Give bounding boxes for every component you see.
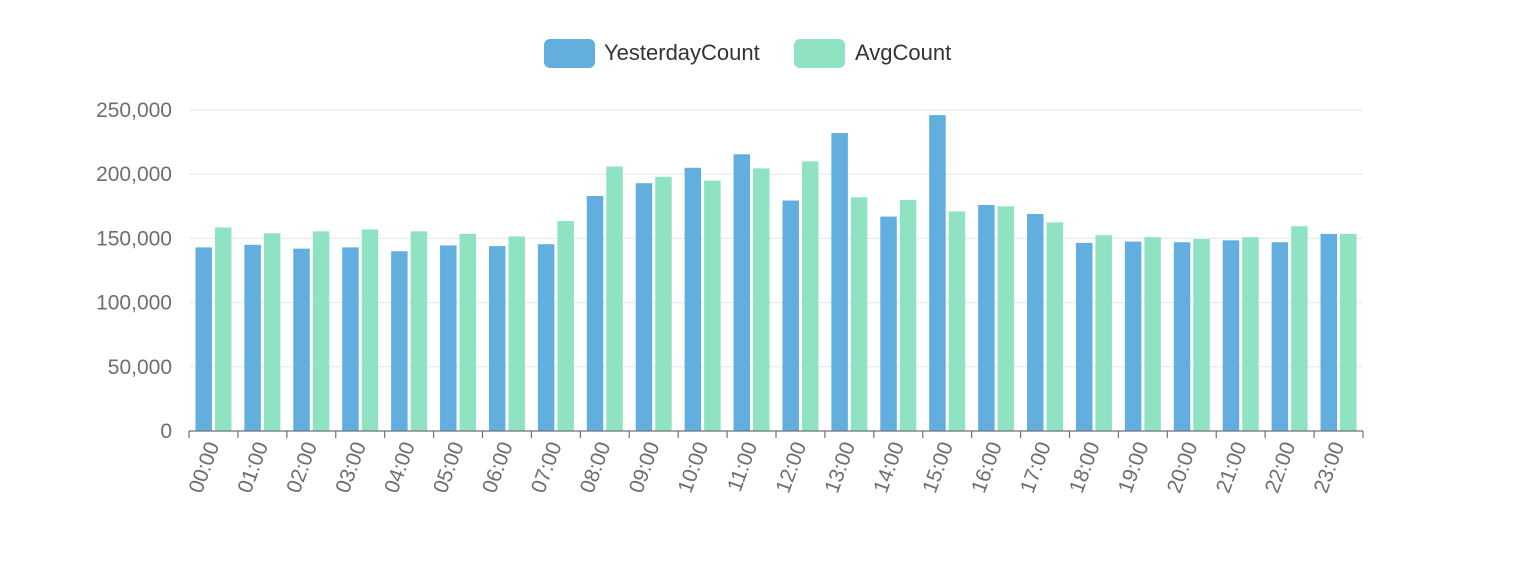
bar-yesterdaycount-0700[interactable] [537,244,555,431]
bar-avgcount-0000[interactable] [214,227,232,431]
bar-avgcount-1900[interactable] [1144,237,1161,431]
bar-avgcount-0300[interactable] [361,229,379,431]
bar-avgcount-0600[interactable] [508,236,525,431]
bar-yesterdaycount-2000[interactable] [1173,242,1191,431]
legend-item-avgcount[interactable]: AvgCount [794,39,951,68]
legend-label: AvgCount [855,40,951,65]
bar-avgcount-2300[interactable] [1340,233,1357,431]
x-tick-label: 17:00 [1016,439,1056,496]
bar-yesterdaycount-0300[interactable] [342,247,359,431]
bar-yesterdaycount-1800[interactable] [1075,242,1093,431]
bar-yesterdaycount-1100[interactable] [733,154,751,431]
bar-avgcount-2200[interactable] [1291,226,1308,431]
y-tick-label: 100,000 [96,292,172,315]
x-tick-label: 07:00 [527,439,567,496]
bar-yesterdaycount-0900[interactable] [635,183,653,431]
legend-swatch [544,39,595,68]
bar-avgcount-1700[interactable] [1046,222,1064,431]
x-tick-label: 14:00 [869,439,909,496]
bar-yesterdaycount-0200[interactable] [293,248,310,431]
x-tick-label: 18:00 [1065,439,1105,496]
axes: 0 50,000 100,000 150,000 200,000 250,000 00:00… [96,99,1364,496]
bar-yesterdaycount-2300[interactable] [1320,233,1338,431]
bar-avgcount-0200[interactable] [312,231,330,431]
bar-yesterdaycount-0000[interactable] [195,247,212,431]
bar-yesterdaycount-1400[interactable] [880,216,897,431]
bar-yesterdaycount-1500[interactable] [929,115,946,432]
bar-avgcount-1800[interactable] [1095,235,1112,431]
bar-yesterdaycount-1300[interactable] [831,133,848,431]
x-tick-label: 13:00 [820,439,860,496]
y-tick-label: 0 [160,420,172,443]
x-tick-label: 12:00 [772,439,812,496]
x-tick-label: 21:00 [1212,439,1252,496]
bar-avgcount-1300[interactable] [850,197,868,431]
bar-yesterdaycount-0800[interactable] [586,196,604,431]
bar-avgcount-2100[interactable] [1242,237,1259,431]
x-tick-label: 20:00 [1163,439,1203,496]
legend-label: YesterdayCount [604,40,760,65]
y-tick-label: 200,000 [96,163,172,186]
x-tick-label: 06:00 [478,439,518,496]
x-tick-label: 22:00 [1261,439,1301,496]
bar-yesterdaycount-1600[interactable] [978,205,995,431]
bar-yesterdaycount-0500[interactable] [440,245,457,431]
x-tick-label: 11:00 [723,439,762,495]
x-tick-label: 00:00 [185,439,225,496]
bar-avgcount-1100[interactable] [753,168,770,431]
bar-avgcount-0900[interactable] [655,176,672,431]
y-tick-label: 250,000 [96,99,172,122]
bar-avgcount-1000[interactable] [704,180,721,431]
x-tick-label: 02:00 [282,439,322,496]
legend-item-yesterdaycount[interactable]: YesterdayCount [544,39,760,68]
x-tick-label: 03:00 [331,439,371,496]
bar-avgcount-2000[interactable] [1193,239,1210,431]
y-tick-label: 50,000 [108,356,172,379]
bar-yesterdaycount-2100[interactable] [1222,240,1240,431]
bar-yesterdaycount-0600[interactable] [488,246,506,431]
bar-yesterdaycount-1900[interactable] [1124,241,1142,431]
bar-avgcount-1200[interactable] [801,161,819,432]
y-tick-label: 150,000 [96,227,172,250]
legend[interactable]: YesterdayCount AvgCount [544,39,951,68]
x-tick-label: 08:00 [576,439,616,496]
bar-avgcount-0800[interactable] [606,166,623,431]
bar-yesterdaycount-1200[interactable] [782,200,799,431]
bar-yesterdaycount-0400[interactable] [391,251,408,431]
bar-avgcount-0500[interactable] [459,233,477,431]
bar-avgcount-0100[interactable] [263,233,281,431]
legend-swatch [794,39,845,68]
x-tick-label: 23:00 [1310,439,1350,496]
bar-yesterdaycount-1700[interactable] [1027,214,1044,431]
bar-avgcount-0700[interactable] [557,221,574,431]
x-tick-label: 09:00 [625,439,665,496]
grid-lines [189,109,1363,368]
bar-yesterdaycount-1000[interactable] [684,167,702,431]
x-tick-label: 04:00 [380,439,420,496]
x-tick-label: 10:00 [674,439,714,496]
bar-avgcount-1500[interactable] [948,211,966,431]
bar-yesterdaycount-2200[interactable] [1271,242,1289,431]
x-tick-label: 15:00 [918,439,958,496]
bar-avgcount-0400[interactable] [410,231,428,431]
x-tick-label: 01:00 [233,439,273,496]
x-tick-label: 16:00 [967,439,1007,496]
bar-avgcount-1400[interactable] [899,199,917,431]
bar-avgcount-1600[interactable] [997,206,1015,431]
x-tick-label: 19:00 [1114,439,1154,496]
bar-yesterdaycount-0100[interactable] [244,244,261,431]
bars [195,115,1357,432]
x-tick-label: 05:00 [429,439,469,496]
